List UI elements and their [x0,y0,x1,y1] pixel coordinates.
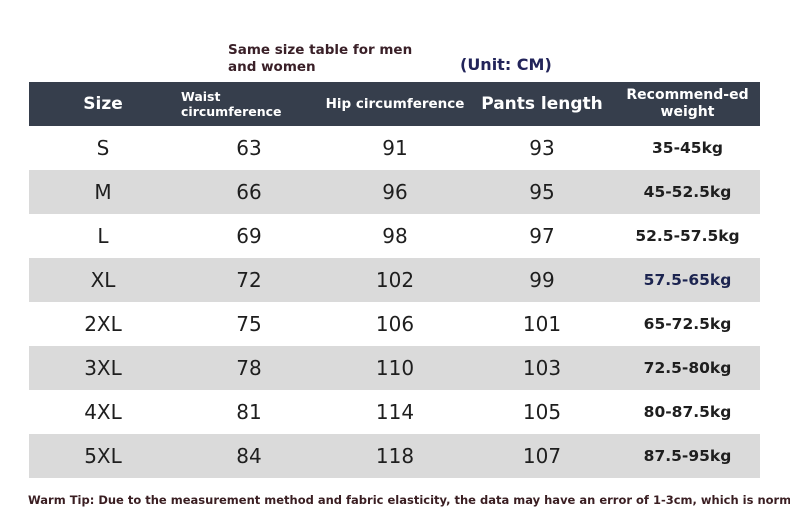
cell-length: 95 [529,180,555,204]
cell-weight: 45-52.5kg [643,183,732,201]
cell-hip: 110 [375,356,415,380]
table-row: 5XL 84 118 107 87.5-95kg [29,434,760,478]
cell-hip: 96 [382,180,408,204]
cell-hip: 102 [375,268,415,292]
cell-weight: 65-72.5kg [643,315,732,333]
cell-waist: 81 [236,400,262,424]
cell-size: 4XL [84,400,122,424]
cell-waist: 72 [236,268,262,292]
cell-length: 103 [522,356,562,380]
warm-tip: Warm Tip: Due to the measurement method … [28,493,790,507]
table-row: XL 72 102 99 57.5-65kg [29,258,760,302]
cell-hip: 91 [382,136,408,160]
cell-size: 3XL [84,356,122,380]
cell-weight: 72.5-80kg [643,359,732,377]
table-row: 2XL 75 106 101 65-72.5kg [29,302,760,346]
table-row: M 66 96 95 45-52.5kg [29,170,760,214]
cell-length: 105 [522,400,562,424]
cell-waist: 75 [236,312,262,336]
cell-waist: 66 [236,180,262,204]
header-hip: Hip circumference [325,96,465,112]
cell-waist: 63 [236,136,262,160]
table-row: 3XL 78 110 103 72.5-80kg [29,346,760,390]
cell-size: XL [90,268,116,292]
cell-waist: 84 [236,444,262,468]
unit-label: (Unit: CM) [460,55,552,74]
cell-size: 5XL [84,444,122,468]
cell-hip: 118 [375,444,415,468]
cell-length: 97 [529,224,555,248]
cell-size: S [96,136,110,160]
header-length: Pants length [481,94,603,114]
table-row: L 69 98 97 52.5-57.5kg [29,214,760,258]
cell-length: 99 [529,268,555,292]
cell-weight: 57.5-65kg [643,271,732,289]
cell-waist: 69 [236,224,262,248]
cell-size: M [94,180,112,204]
cell-hip: 98 [382,224,408,248]
header-waist: Waist circumference [181,89,282,119]
table-row: S 63 91 93 35-45kg [29,126,760,170]
table-caption: Same size table for men and women [228,42,413,75]
cell-hip: 114 [375,400,415,424]
cell-weight: 52.5-57.5kg [635,227,740,245]
cell-waist: 78 [236,356,262,380]
cell-weight: 35-45kg [652,139,723,157]
cell-hip: 106 [375,312,415,336]
header-weight: Recommend-ed weight [626,87,749,120]
cell-size: L [97,224,109,248]
table-header-row: Size Waist circumference Hip circumferen… [29,82,760,126]
cell-length: 93 [529,136,555,160]
header-size: Size [83,94,123,114]
cell-length: 101 [522,312,562,336]
table-row: 4XL 81 114 105 80-87.5kg [29,390,760,434]
cell-size: 2XL [84,312,122,336]
size-table: Size Waist circumference Hip circumferen… [29,82,760,478]
cell-length: 107 [522,444,562,468]
cell-weight: 87.5-95kg [643,447,732,465]
cell-weight: 80-87.5kg [643,403,732,421]
